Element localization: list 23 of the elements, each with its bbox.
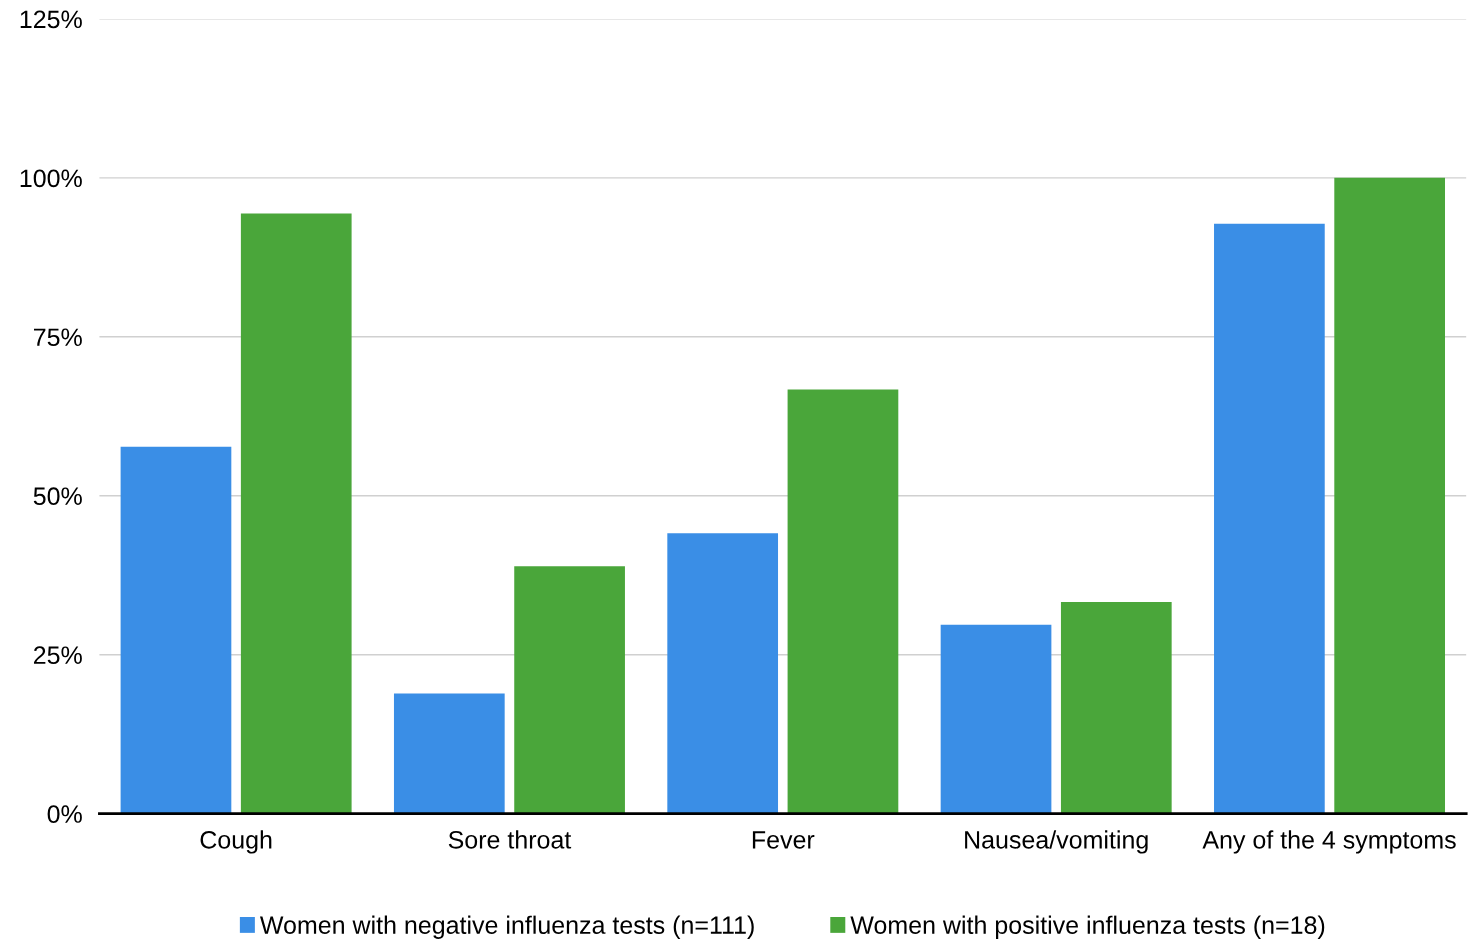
y-tick-label: 0% (47, 805, 82, 823)
bar (1214, 223, 1325, 814)
bar (787, 389, 899, 814)
bar (393, 693, 505, 814)
bar (667, 533, 779, 814)
legend-label: Women with positive influenza tests (n=18) (850, 915, 1325, 939)
bar (120, 446, 232, 814)
bar (240, 213, 352, 814)
y-tick-label: 75% (34, 328, 82, 347)
bar (940, 624, 1052, 814)
y-tick-label: 25% (33, 646, 82, 664)
x-tick-label: Fever (752, 831, 815, 849)
bar (514, 566, 625, 814)
x-tick-label: Cough (200, 830, 272, 854)
y-tick-label: 125% (20, 10, 82, 29)
bar (1334, 177, 1446, 814)
y-tick-label: 100% (20, 169, 82, 188)
y-tick-label: 50% (33, 487, 82, 506)
x-tick-label: Sore throat (448, 830, 572, 849)
legend-label: Women with negative influenza tests (n=111) (259, 915, 754, 939)
bar (1060, 601, 1172, 814)
x-tick-label: Nausea/vomiting (965, 830, 1148, 854)
x-tick-label: Any of the 4 symptoms (1202, 830, 1456, 854)
